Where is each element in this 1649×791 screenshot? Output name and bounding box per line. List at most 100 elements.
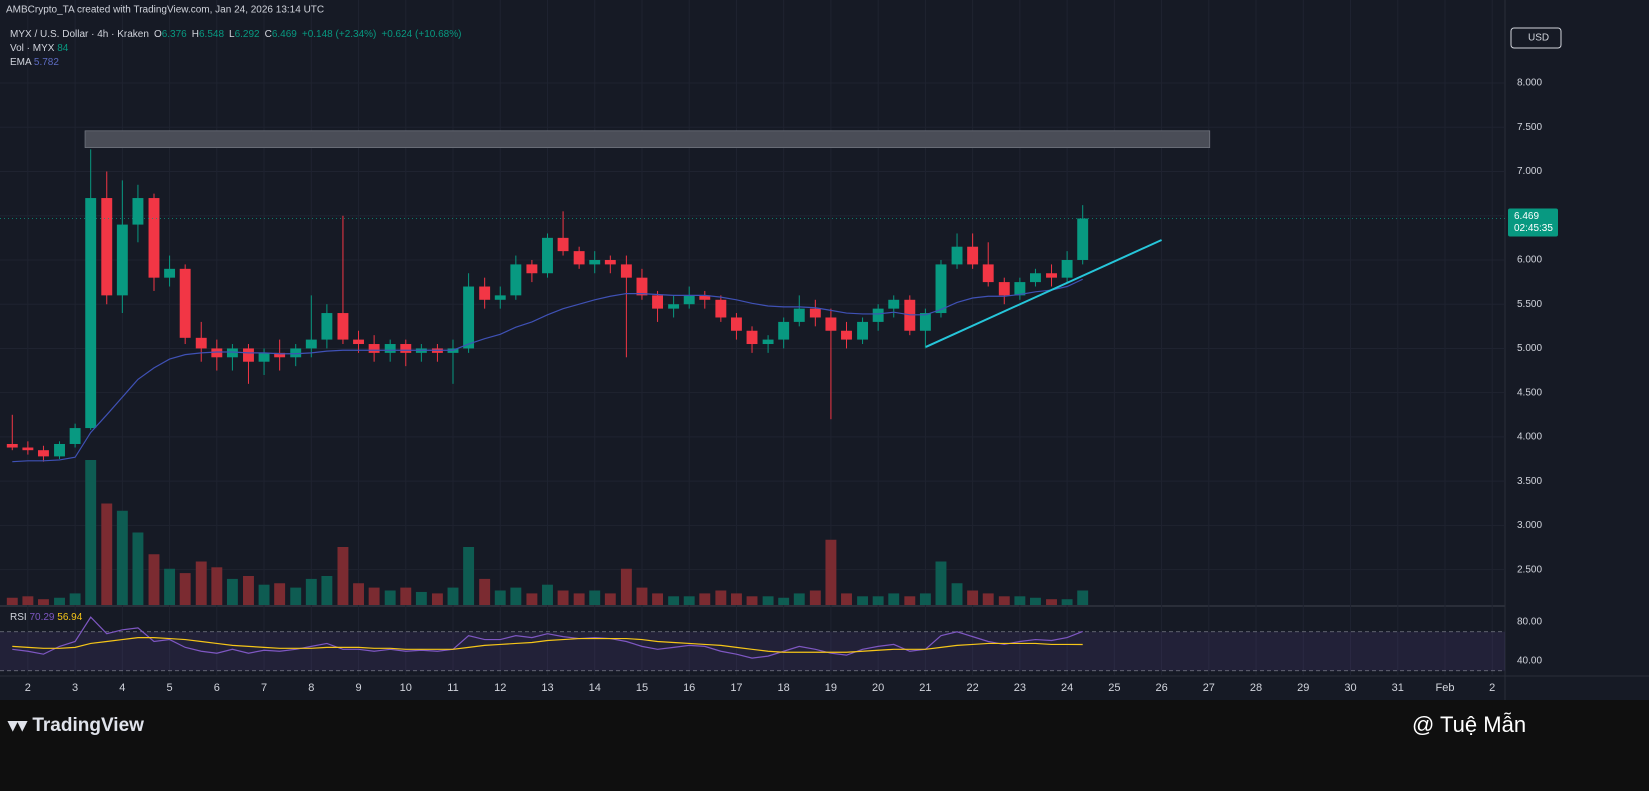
logo-text: TradingView bbox=[32, 715, 144, 736]
volume-bar bbox=[1014, 596, 1026, 605]
price-axis bbox=[1505, 0, 1649, 700]
y-tick-label: 7.500 bbox=[1517, 122, 1542, 133]
x-tick-label: 21 bbox=[919, 682, 931, 694]
volume-bar bbox=[116, 510, 128, 605]
candle-body bbox=[1046, 273, 1057, 278]
candle-body bbox=[400, 344, 412, 353]
volume-bar bbox=[353, 583, 364, 605]
candle-body bbox=[195, 337, 207, 349]
volume-value: 84 bbox=[57, 43, 69, 54]
y-tick-label: 5.000 bbox=[1517, 343, 1542, 354]
volume-bar bbox=[526, 593, 538, 605]
candle-body bbox=[557, 237, 569, 252]
candle-body bbox=[1077, 218, 1089, 260]
volume-bar bbox=[668, 596, 680, 605]
volume-bar bbox=[148, 554, 160, 605]
volume-bar bbox=[1029, 597, 1041, 605]
y-tick-label: 4.500 bbox=[1517, 387, 1542, 398]
rsi-ma-line bbox=[12, 636, 1083, 653]
y-tick-label: 7.000 bbox=[1517, 166, 1542, 177]
x-tick-label: 8 bbox=[308, 682, 314, 694]
change-period: +0.624 (+10.68%) bbox=[381, 29, 461, 40]
volume-bar bbox=[1077, 590, 1089, 605]
candle-body bbox=[164, 268, 176, 278]
candle-body bbox=[321, 313, 333, 340]
candle-body bbox=[746, 330, 758, 345]
x-tick-label: 16 bbox=[683, 682, 695, 694]
volume-bar bbox=[841, 593, 852, 605]
volume-bar bbox=[636, 587, 648, 605]
y-tick-label: 5.500 bbox=[1517, 299, 1542, 310]
candle-body bbox=[179, 268, 191, 338]
x-tick-label: 18 bbox=[778, 682, 790, 694]
candle-body bbox=[652, 295, 664, 309]
candle-body bbox=[1029, 273, 1041, 283]
x-tick-label: 5 bbox=[167, 682, 173, 694]
volume-bar bbox=[211, 567, 223, 605]
candle-body bbox=[148, 198, 160, 278]
volume-bar bbox=[919, 593, 931, 605]
volume-bar bbox=[305, 578, 317, 605]
volume-bar bbox=[604, 593, 616, 605]
rsi-ma-value: 56.94 bbox=[57, 612, 82, 623]
volume-bar bbox=[6, 597, 18, 605]
x-tick-label: 25 bbox=[1108, 682, 1120, 694]
legend: MYX / U.S. Dollar · 4h · Kraken O6.376 H6.… bbox=[10, 29, 461, 40]
x-tick-label: 29 bbox=[1297, 682, 1309, 694]
rsi-band bbox=[0, 631, 1505, 671]
x-tick-label: 4 bbox=[119, 682, 125, 694]
candle-body bbox=[526, 264, 538, 274]
candle-body bbox=[337, 313, 349, 340]
ohlc-key: O bbox=[154, 29, 162, 40]
candle-body bbox=[604, 259, 616, 265]
volume-bar bbox=[38, 599, 49, 605]
volume-bar bbox=[825, 539, 837, 605]
rsi-tick-label: 80.00 bbox=[1517, 617, 1542, 628]
volume-bar bbox=[935, 561, 947, 605]
x-tick-label: 22 bbox=[967, 682, 979, 694]
volume-bar bbox=[620, 568, 632, 605]
candle-body bbox=[494, 295, 506, 300]
x-tick-label: 13 bbox=[541, 682, 553, 694]
candle-body bbox=[353, 339, 364, 345]
ohlc-value: 6.469 bbox=[272, 29, 297, 40]
candle-body bbox=[542, 237, 553, 274]
volume-bar bbox=[967, 590, 979, 605]
x-tick-label: 12 bbox=[494, 682, 506, 694]
volume-bar bbox=[463, 547, 475, 605]
volume-bar bbox=[494, 590, 506, 605]
volume-bar bbox=[778, 597, 790, 605]
candle-body bbox=[778, 321, 790, 340]
rsi-label: RSI 70.29 56.94 bbox=[10, 612, 83, 623]
candle-body bbox=[116, 224, 128, 296]
ohlc-key: L bbox=[229, 29, 235, 40]
volume-bar bbox=[447, 587, 459, 605]
volume-bar bbox=[400, 587, 412, 605]
volume-bar bbox=[226, 578, 238, 605]
candle-body bbox=[762, 339, 774, 345]
volume-bar bbox=[872, 596, 884, 605]
candle-body bbox=[919, 313, 931, 331]
x-tick-label: 11 bbox=[447, 682, 458, 694]
volume-bar bbox=[652, 593, 664, 605]
countdown: 02:45:35 bbox=[1514, 223, 1553, 234]
candle-body bbox=[699, 295, 711, 300]
candle-body bbox=[967, 246, 979, 265]
volume-bar bbox=[809, 590, 821, 605]
ema-line bbox=[12, 278, 1083, 463]
candle-body bbox=[1014, 282, 1026, 296]
volume-bar bbox=[857, 596, 869, 605]
candle-body bbox=[384, 344, 396, 353]
currency-button[interactable] bbox=[1510, 27, 1562, 49]
volume-bar bbox=[337, 547, 349, 605]
volume-bar bbox=[573, 593, 585, 605]
candle-body bbox=[226, 348, 238, 358]
volume-name: Vol · MYX bbox=[10, 43, 55, 54]
logo: ▾▾ TradingView bbox=[7, 715, 144, 736]
candle-body bbox=[274, 352, 286, 358]
candle-body bbox=[809, 308, 821, 318]
candle-body bbox=[668, 304, 680, 309]
footer-bar bbox=[0, 700, 1649, 791]
